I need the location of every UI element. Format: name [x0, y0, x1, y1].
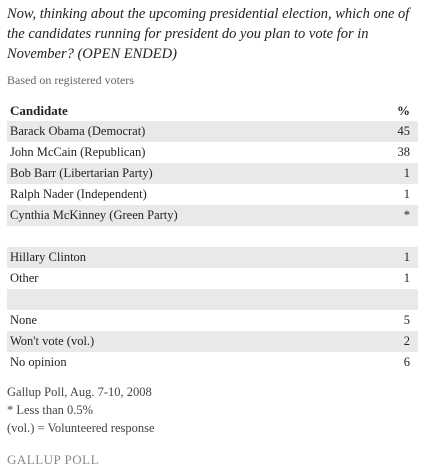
subtitle: Based on registered voters: [7, 73, 134, 87]
cell: John McCain (Republican): [10, 145, 146, 159]
cell: Cynthia McKinney (Green Party): [10, 208, 178, 222]
table-row: No opinion 6: [7, 352, 418, 373]
footnote: Gallup Poll, Aug. 7-10, 2008: [7, 385, 152, 399]
cell: None: [10, 313, 38, 327]
table-row: Cynthia McKinney (Green Party) *: [7, 205, 418, 226]
cell: Ralph Nader (Independent): [10, 187, 147, 201]
cell: 1: [403, 187, 410, 201]
table-row: Bob Barr (Libertarian Party) 1: [7, 163, 418, 184]
cell: *: [403, 208, 410, 222]
cell: 1: [403, 271, 410, 285]
cell: 6: [403, 355, 410, 369]
table-row: John McCain (Republican) 38: [7, 142, 418, 163]
footnote: (vol.) = Volunteered response: [7, 421, 155, 435]
cell: 45: [397, 124, 411, 138]
footnote: * Less than 0.5%: [7, 403, 94, 417]
table-row: Barack Obama (Democrat) 45: [7, 121, 418, 142]
table-row: Won't vote (vol.) 2: [7, 331, 418, 352]
table-header: Candidate %: [7, 100, 418, 121]
cell: No opinion: [10, 355, 67, 369]
cell: Won't vote (vol.): [10, 334, 95, 348]
cell: Other: [10, 271, 39, 285]
cell: 38: [397, 145, 411, 159]
spacer-row: [7, 289, 418, 310]
column-header: Candidate: [10, 103, 68, 118]
column-header: %: [397, 103, 410, 118]
table-row: Ralph Nader (Independent) 1: [7, 184, 418, 205]
table-row: Other 1: [7, 268, 418, 289]
logo: GALLUP POLL: [7, 452, 100, 467]
cell: Hillary Clinton: [10, 250, 87, 264]
table-row: None 5: [7, 310, 418, 331]
cell: 5: [403, 313, 410, 327]
cell: Bob Barr (Libertarian Party): [10, 166, 153, 180]
cell: 2: [403, 334, 410, 348]
cell: 1: [403, 166, 410, 180]
cell: Barack Obama (Democrat): [10, 124, 146, 138]
spacer-row: [7, 226, 418, 247]
table-row: Hillary Clinton 1: [7, 247, 418, 268]
cell: 1: [403, 250, 410, 264]
title: Now, thinking about the upcoming preside…: [7, 6, 410, 62]
